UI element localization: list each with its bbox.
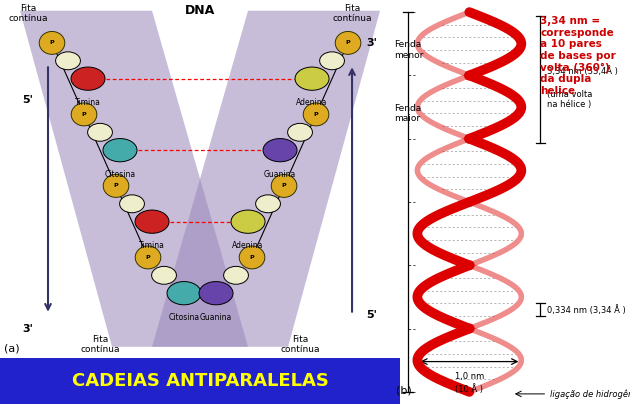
Text: 3': 3' [367,38,377,48]
Ellipse shape [231,210,265,233]
Text: P: P [50,40,54,45]
Text: 0,334 nm (3,34 Å ): 0,334 nm (3,34 Å ) [547,305,626,315]
Circle shape [272,175,297,198]
Text: Guanina: Guanina [200,313,232,322]
Text: P: P [249,255,255,260]
Polygon shape [20,11,248,347]
Text: (a): (a) [4,344,20,354]
Ellipse shape [135,210,169,233]
Text: Citosina: Citosina [105,170,135,179]
Ellipse shape [120,195,144,213]
Text: Fenda
menor: Fenda menor [394,40,423,60]
Text: Adenina: Adenina [232,241,264,250]
Text: 3': 3' [23,324,33,334]
Text: Adenina: Adenina [296,98,328,107]
Circle shape [335,32,361,55]
Text: CADEIAS ANTIPARALELAS: CADEIAS ANTIPARALELAS [72,372,328,390]
Ellipse shape [295,67,329,90]
Text: P: P [314,112,318,117]
Text: ligação de hidrogênio: ligação de hidrogênio [549,389,630,399]
Text: P: P [113,183,118,188]
Text: P: P [146,255,151,260]
Text: (b): (b) [396,386,412,396]
Ellipse shape [88,123,112,141]
Circle shape [239,246,265,269]
Ellipse shape [224,266,248,284]
Ellipse shape [152,266,176,284]
Circle shape [71,103,97,126]
Ellipse shape [263,139,297,162]
Text: (10 Å ): (10 Å ) [455,384,483,393]
Ellipse shape [167,282,201,305]
Polygon shape [152,11,380,347]
Text: Fita
contínua: Fita contínua [8,4,48,23]
Ellipse shape [199,282,233,305]
Text: Timina: Timina [139,241,165,250]
Text: 3,34 nm =
corresponde
a 10 pares
de bases por
volta (360°)
da dupla
helice: 3,34 nm = corresponde a 10 pares de base… [541,16,616,96]
Text: P: P [82,112,86,117]
Ellipse shape [288,123,312,141]
Text: Fita
contínua: Fita contínua [280,335,320,354]
Text: Fita
contínua: Fita contínua [332,4,372,23]
Ellipse shape [319,52,345,70]
FancyBboxPatch shape [0,358,400,404]
Text: Fenda
maior: Fenda maior [394,104,421,123]
Text: Citosina: Citosina [168,313,200,322]
Circle shape [135,246,161,269]
Circle shape [39,32,65,55]
Text: Fita
contínua: Fita contínua [80,335,120,354]
Text: 5': 5' [23,95,33,105]
Ellipse shape [55,52,81,70]
Text: DNA: DNA [185,4,215,17]
Circle shape [103,175,129,198]
Text: 3,34 nm (33,4Å ): 3,34 nm (33,4Å ) [547,66,618,76]
Text: P: P [346,40,350,45]
Ellipse shape [103,139,137,162]
Text: Timina: Timina [75,98,101,107]
Text: P: P [282,183,287,188]
Text: Guanina: Guanina [264,170,296,179]
Text: 1,0 nm: 1,0 nm [455,372,484,381]
Ellipse shape [256,195,280,213]
Ellipse shape [71,67,105,90]
Text: (uma volta
na hélice ): (uma volta na hélice ) [547,90,593,109]
Circle shape [303,103,329,126]
Text: 5': 5' [367,309,377,320]
